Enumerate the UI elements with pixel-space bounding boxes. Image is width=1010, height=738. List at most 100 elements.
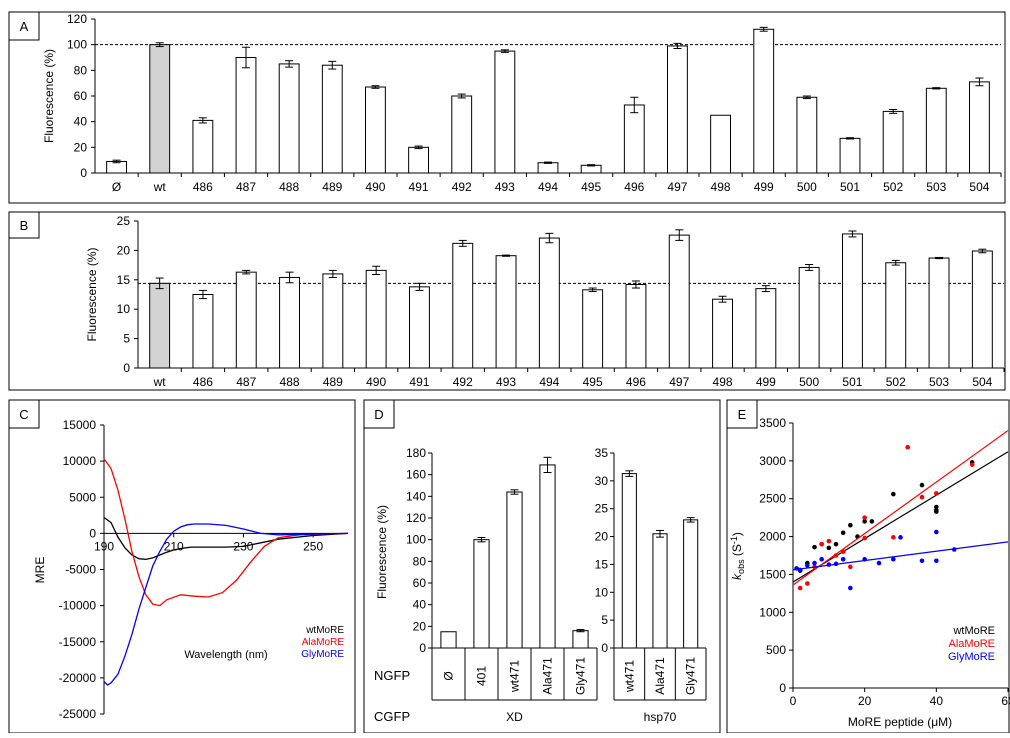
- bar: [841, 233, 863, 369]
- y-axis-label: MRE: [33, 557, 47, 584]
- x-tick-label: 250: [303, 539, 323, 553]
- category-label: wt471: [622, 660, 636, 693]
- x-axis-label: MoRE peptide (μM): [848, 715, 952, 729]
- bar: [625, 284, 647, 369]
- x-tick-label: 488: [280, 375, 300, 389]
- legend-entry: GlyMoRE: [948, 651, 995, 663]
- x-tick-label: 499: [754, 180, 774, 194]
- y-tick-label: 120: [406, 511, 426, 525]
- data-point: [805, 563, 810, 568]
- y-tick-label: 140: [406, 489, 426, 503]
- data-point: [934, 491, 939, 496]
- y-tick-label: 20: [74, 140, 88, 154]
- y-axis-label-part: obs: [736, 559, 746, 574]
- legend-entry: wtMoRE: [952, 625, 995, 637]
- bar: [582, 289, 604, 369]
- panel-d-label: D: [374, 407, 383, 422]
- x-tick-label: 504: [969, 180, 989, 194]
- data-point: [848, 585, 853, 591]
- x-tick-label: 500: [799, 375, 819, 389]
- x-tick-label: 502: [886, 375, 906, 389]
- data-point: [797, 567, 803, 573]
- bar: [652, 533, 668, 649]
- bar: [683, 519, 699, 649]
- bar: [668, 234, 690, 369]
- y-tick-label: -25000: [59, 707, 97, 721]
- x-tick-label: 494: [539, 375, 559, 389]
- category-label: Gly471: [574, 657, 588, 695]
- data-point: [905, 444, 910, 450]
- x-tick-label: 488: [279, 180, 299, 194]
- x-tick-label: 496: [626, 375, 646, 389]
- category-label: Ala471: [541, 657, 555, 695]
- group-label: hsp70: [644, 710, 677, 724]
- data-point: [826, 562, 832, 567]
- bar: [495, 255, 517, 369]
- x-tick-label: 0: [790, 694, 797, 708]
- x-tick-label: 497: [669, 375, 689, 389]
- chart-e: 0 500 1000 1500 2000 2500 3000 3500 0 20 40 60 MoRE …: [729, 416, 1010, 729]
- x-tick-label: 495: [583, 375, 603, 389]
- legend-entry: GlyMoRE: [301, 649, 344, 660]
- x-tick-label: 498: [713, 375, 733, 389]
- bar: [796, 96, 818, 174]
- data-point: [862, 556, 867, 562]
- x-tick-label: 498: [711, 180, 731, 194]
- y-tick-label: 20: [413, 619, 427, 633]
- bar: [925, 87, 947, 174]
- data-point: [833, 561, 839, 567]
- data-point: [826, 538, 832, 544]
- y-tick-label: 10000: [63, 454, 97, 468]
- y-tick-label: 180: [406, 446, 426, 460]
- y-tick-label: 25: [117, 214, 131, 228]
- data-point: [826, 545, 832, 551]
- x-tick-label: 490: [365, 180, 385, 194]
- y-tick-label: 15: [117, 273, 131, 287]
- x-tick-label: wt: [153, 180, 167, 194]
- category-label: 401: [475, 666, 489, 686]
- x-tick-label: 503: [929, 375, 949, 389]
- category-label: Ala471: [653, 657, 667, 695]
- category-label: wt471: [508, 660, 522, 693]
- x-tick-label: 493: [496, 375, 516, 389]
- data-point: [794, 566, 799, 571]
- y-tick-label: 40: [413, 598, 427, 612]
- x-tick-label: 502: [883, 180, 903, 194]
- bar: [885, 262, 907, 369]
- series-line: [103, 458, 349, 607]
- y-axis-label-part: (S: [730, 544, 744, 559]
- category-label: Ø: [442, 671, 456, 680]
- chart-b: 0 5 10 15 20 25 wt 486 487 488 489 490 491 492 493 494 4…: [85, 214, 1005, 389]
- category-label: Gly471: [684, 657, 698, 695]
- bar: [408, 286, 430, 369]
- bar: [928, 257, 950, 369]
- y-axis-label: Fluorescence (%): [85, 247, 99, 341]
- data-point: [833, 553, 839, 558]
- y-tick-label: 20: [117, 243, 131, 257]
- bar: [322, 273, 344, 369]
- y-tick-label: 80: [74, 63, 88, 77]
- data-point: [819, 556, 824, 562]
- x-tick-label: 500: [797, 180, 817, 194]
- bar: [278, 63, 300, 174]
- x-tick-label: 495: [581, 180, 601, 194]
- bar: [882, 110, 904, 174]
- y-tick-label: 1500: [759, 567, 786, 581]
- data-point: [848, 522, 853, 528]
- panel-b-label: B: [20, 218, 29, 233]
- bar: [440, 631, 457, 649]
- y-tick-label: 15: [595, 557, 609, 571]
- x-tick-label: 496: [624, 180, 644, 194]
- bar: [192, 294, 214, 369]
- bar: [279, 276, 301, 369]
- y-tick-label: 0: [80, 166, 87, 180]
- y-tick-label: 60: [413, 576, 427, 590]
- panel-b-frame: [8, 211, 1006, 391]
- data-point: [919, 482, 925, 488]
- bar: [539, 464, 556, 649]
- y-tick-label: 0: [123, 361, 130, 375]
- y-axis-label: Fluorescence (%): [375, 505, 389, 599]
- x-tick-label: 501: [840, 180, 860, 194]
- y-tick-label: 80: [413, 554, 427, 568]
